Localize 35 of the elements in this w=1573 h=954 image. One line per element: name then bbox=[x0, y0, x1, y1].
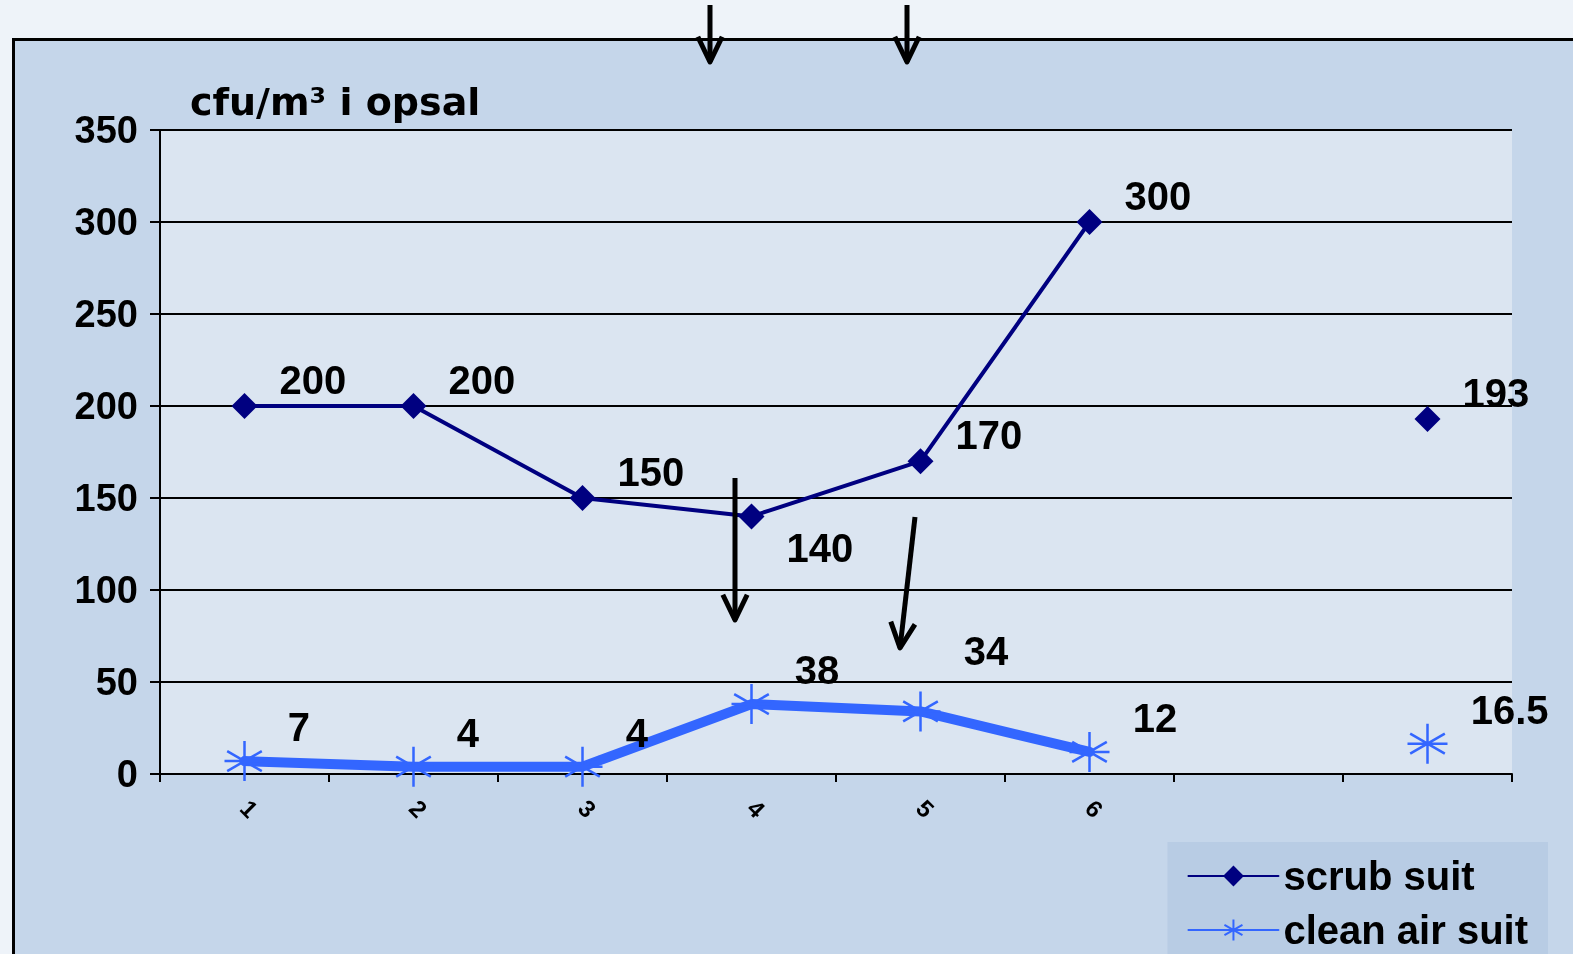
point bbox=[907, 448, 934, 475]
data-label: 150 bbox=[617, 450, 685, 494]
x-tick-label: 4 bbox=[741, 794, 771, 824]
point bbox=[400, 393, 427, 419]
point bbox=[1076, 209, 1103, 235]
point bbox=[738, 503, 765, 530]
data-label: 12 bbox=[1132, 695, 1178, 740]
data-label: 7 bbox=[287, 705, 310, 750]
data-label: 140 bbox=[786, 526, 854, 571]
data-label: 300 bbox=[1124, 174, 1192, 218]
y-tick-label: 200 bbox=[74, 385, 138, 427]
x-tick-label: 1 bbox=[234, 794, 264, 823]
data-label: 170 bbox=[955, 413, 1023, 458]
y-tick-label: 0 bbox=[116, 753, 138, 795]
y-tick-label: 50 bbox=[95, 661, 138, 703]
y-tick-label: 300 bbox=[74, 201, 138, 243]
y-tick-label: 250 bbox=[74, 293, 138, 335]
point bbox=[1414, 405, 1441, 432]
legend-label: scrub suit bbox=[1283, 854, 1475, 898]
legend-label: clean air suit bbox=[1283, 908, 1529, 952]
data-label: 4 bbox=[456, 710, 480, 755]
data-label: 200 bbox=[448, 358, 516, 402]
x-tick-label: 6 bbox=[1079, 794, 1109, 823]
x-tick-label: 5 bbox=[910, 794, 940, 823]
y-axis-title: cfu/m³ i opsal bbox=[190, 80, 481, 124]
y-tick-label: 350 bbox=[74, 109, 138, 151]
data-label: 200 bbox=[279, 358, 347, 402]
x-tick-label: 3 bbox=[572, 794, 602, 823]
x-tick-label: 2 bbox=[403, 794, 433, 823]
y-tick-label: 150 bbox=[74, 477, 138, 519]
point bbox=[231, 393, 258, 419]
y-tick-label: 100 bbox=[74, 569, 138, 611]
data-label: 34 bbox=[963, 629, 1009, 674]
data-label: 16.5 bbox=[1470, 687, 1549, 732]
point bbox=[569, 485, 596, 511]
